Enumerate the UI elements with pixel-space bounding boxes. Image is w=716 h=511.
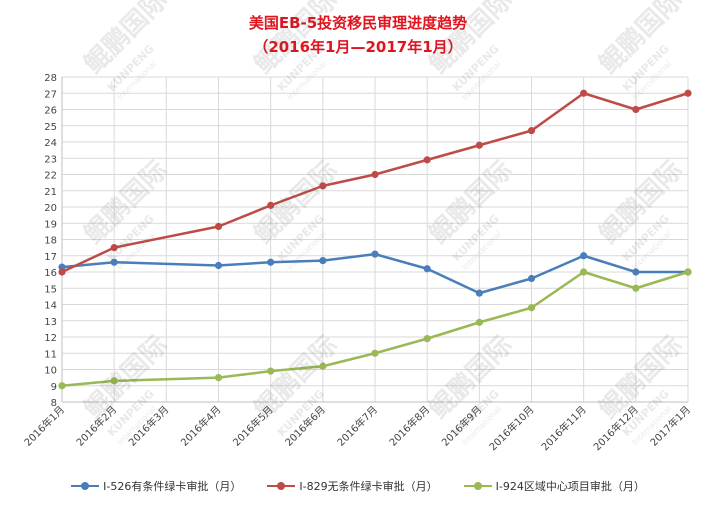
data-point [110, 258, 118, 266]
x-tick-label: 2016年8月 [386, 403, 432, 449]
legend-label-i924: I-924区域中心项目审批（月） [495, 480, 645, 493]
legend-swatch-i829 [267, 481, 296, 491]
data-point [423, 265, 431, 273]
data-point [319, 257, 327, 265]
data-point [214, 222, 223, 231]
data-point [527, 274, 536, 283]
data-point [684, 268, 692, 276]
data-point [371, 250, 379, 258]
data-point [423, 156, 431, 164]
data-point [58, 268, 66, 276]
data-point [110, 244, 118, 252]
x-tick-label: 2016年7月 [334, 403, 380, 449]
data-point [684, 89, 692, 97]
data-point [58, 382, 66, 390]
y-tick-label: 18 [44, 236, 57, 247]
data-point [527, 304, 536, 312]
series-line-0 [61, 252, 688, 295]
y-tick-label: 15 [44, 284, 57, 295]
data-point [371, 170, 379, 179]
x-tick-label: 2016年1月 [21, 403, 67, 449]
y-tick-label: 21 [44, 187, 57, 198]
data-point [371, 349, 379, 357]
legend-swatch-i526 [71, 481, 100, 491]
data-point [475, 141, 483, 149]
y-tick-label: 16 [44, 268, 57, 279]
y-tick-label: 22 [44, 171, 57, 182]
data-point [580, 252, 588, 260]
y-tick-label: 19 [44, 219, 57, 230]
legend: I-526有条件绿卡审批（月） I-829无条件绿卡审批（月） I-924区域中… [0, 478, 716, 494]
y-tick-label: 10 [44, 366, 57, 377]
legend-item-i829: I-829无条件绿卡审批（月） [267, 478, 438, 494]
series-line-2 [61, 270, 689, 387]
y-tick-label: 14 [44, 301, 57, 312]
data-point [632, 268, 640, 276]
y-tick-label: 8 [51, 398, 57, 409]
legend-swatch-i924 [463, 481, 492, 491]
legend-label-i829: I-829无条件绿卡审批（月） [299, 480, 438, 493]
data-point [110, 377, 118, 385]
data-point [214, 374, 223, 382]
chart-title: 美国EB-5投资移民审理进度趋势 [248, 14, 468, 32]
y-tick-label: 23 [44, 154, 57, 165]
legend-item-i924: I-924区域中心项目审批（月） [463, 478, 645, 494]
data-point [319, 182, 327, 190]
y-tick-label: 13 [44, 317, 57, 328]
y-tick-label: 24 [44, 138, 57, 149]
data-point [580, 268, 588, 276]
data-point [423, 335, 431, 343]
y-tick-label: 9 [51, 382, 57, 393]
y-tick-label: 20 [44, 203, 57, 214]
data-point [319, 362, 327, 370]
x-tick-label: 2016年11月 [538, 403, 588, 453]
legend-label-i526: I-526有条件绿卡审批（月） [103, 480, 242, 493]
y-tick-label: 28 [44, 73, 57, 84]
data-point [632, 105, 640, 114]
chart-subtitle: （2016年1月—2017年1月） [253, 38, 463, 56]
data-point [580, 89, 588, 97]
series [58, 89, 692, 390]
y-tick-label: 27 [44, 89, 57, 100]
data-point [214, 261, 223, 270]
series-line-1 [61, 92, 689, 274]
y-tick-label: 26 [44, 106, 57, 117]
data-point [475, 318, 483, 326]
x-tick-label: 2016年4月 [178, 403, 224, 449]
data-point [632, 284, 640, 292]
y-tick-label: 17 [44, 252, 57, 263]
y-tick-label: 25 [44, 122, 57, 133]
data-point [527, 127, 536, 135]
data-point [267, 258, 275, 266]
y-tick-label: 11 [44, 349, 57, 360]
data-point [267, 201, 275, 209]
data-point [475, 289, 483, 297]
legend-item-i526: I-526有条件绿卡审批（月） [71, 478, 241, 494]
data-point [267, 367, 275, 375]
y-tick-label: 12 [44, 333, 57, 344]
